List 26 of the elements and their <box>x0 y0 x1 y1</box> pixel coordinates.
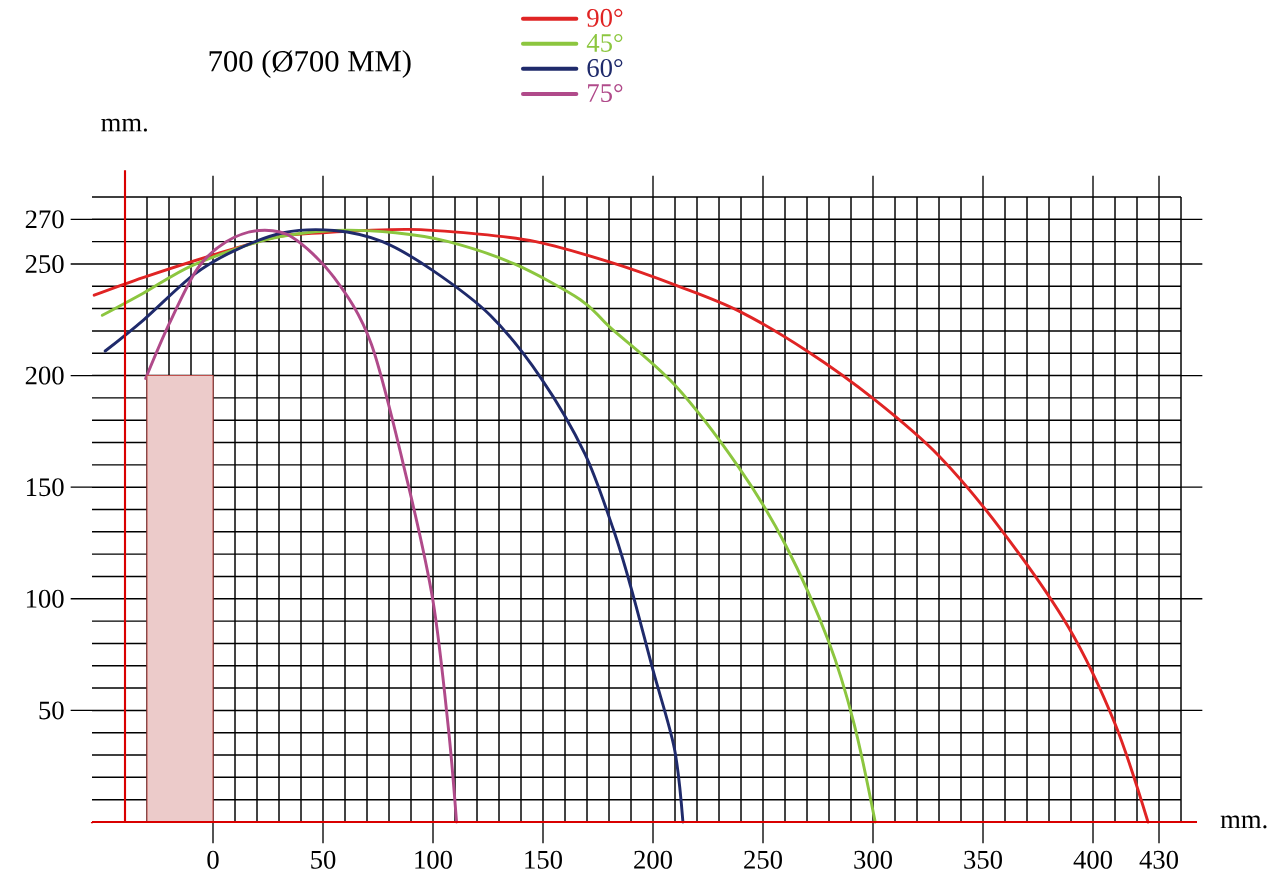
x-tick-label: 50 <box>311 850 336 869</box>
y-tick-label: 150 <box>26 478 64 497</box>
y-axis-title: mm. <box>101 118 147 132</box>
legend-label: 60° <box>587 58 623 77</box>
x-tick-label: 400 <box>1073 850 1112 869</box>
x-tick-label: 350 <box>964 850 1002 869</box>
y-tick-label: 100 <box>26 589 64 608</box>
chart-title: 700 (Ø700 MM) <box>209 50 411 78</box>
y-tick-label: 50 <box>39 701 64 720</box>
x-tick-label: 300 <box>854 850 892 869</box>
legend-label: 90° <box>587 8 623 27</box>
x-tick-label: 430 <box>1139 850 1178 869</box>
y-tick-label: 200 <box>25 366 64 385</box>
x-tick-label: 150 <box>525 850 562 869</box>
legend-label: 75° <box>588 84 623 103</box>
y-tick-label: 250 <box>25 254 64 273</box>
y-tick-label: 270 <box>25 210 64 229</box>
line-series <box>100 228 877 824</box>
line-series <box>103 228 685 824</box>
x-tick-label: 0 <box>207 850 219 869</box>
x-axis-title: mm. <box>1220 815 1267 829</box>
x-tick-label: 200 <box>634 850 672 869</box>
line-series <box>144 228 459 824</box>
legend-label: 45° <box>586 33 623 52</box>
x-tick-label: 100 <box>415 850 452 869</box>
x-tick-label: 250 <box>744 850 782 869</box>
